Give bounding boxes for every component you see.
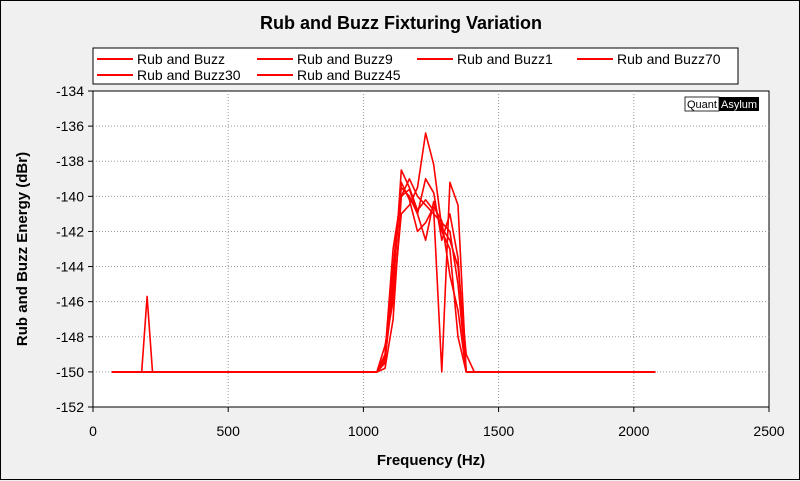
x-tick-label: 0: [89, 423, 97, 439]
y-tick-label: -140: [56, 188, 84, 204]
legend-label-4: Rub and Buzz30: [137, 67, 241, 83]
series-line-5: [111, 181, 656, 373]
series-line-4: [111, 188, 656, 373]
x-tick-label: 2500: [753, 423, 784, 439]
series-line-0: [111, 169, 656, 373]
y-tick-label: -136: [56, 118, 84, 134]
y-tick-label: -138: [56, 153, 84, 169]
legend-label-1: Rub and Buzz9: [297, 51, 393, 67]
y-tick-label: -152: [56, 399, 84, 415]
y-tick-label: -148: [56, 329, 84, 345]
legend-box: [92, 47, 739, 85]
axis-ticks: 0 500 1000 1500 2000 2500 -152 -150 -148 -146 -144…: [56, 83, 785, 439]
legend: Rub and Buzz Rub and Buzz9 Rub and Buzz1 Ru…: [92, 47, 739, 85]
x-tick-label: 2000: [618, 423, 649, 439]
x-tick-label: 1500: [483, 423, 514, 439]
x-axis-label: Frequency (Hz): [377, 452, 485, 469]
y-axis-label: Rub and Buzz Energy (dBr): [14, 152, 31, 346]
series-layer: [111, 132, 656, 373]
plot-background: [92, 90, 770, 408]
legend-label-0: Rub and Buzz: [137, 51, 225, 67]
legend-label-2: Rub and Buzz1: [457, 51, 553, 67]
x-tick-label: 1000: [348, 423, 379, 439]
y-tick-label: -146: [56, 294, 84, 310]
brand-text-quant: Quant: [687, 99, 717, 111]
brand-text-asylum: Asylum: [721, 99, 757, 111]
brand-logo-right: [719, 97, 759, 111]
y-tick-label: -142: [56, 223, 84, 239]
brand-logo: Quant Asylum: [684, 96, 759, 112]
y-tick-label: -150: [56, 364, 84, 380]
legend-label-3: Rub and Buzz70: [617, 51, 721, 67]
legend-label-5: Rub and Buzz45: [297, 67, 401, 83]
x-tick-label: 500: [217, 423, 241, 439]
chart-title: Rub and Buzz Fixturing Variation: [260, 13, 542, 33]
y-tick-label: -144: [56, 259, 84, 275]
y-tick-label: -134: [56, 83, 84, 99]
plot-area: [92, 90, 770, 408]
